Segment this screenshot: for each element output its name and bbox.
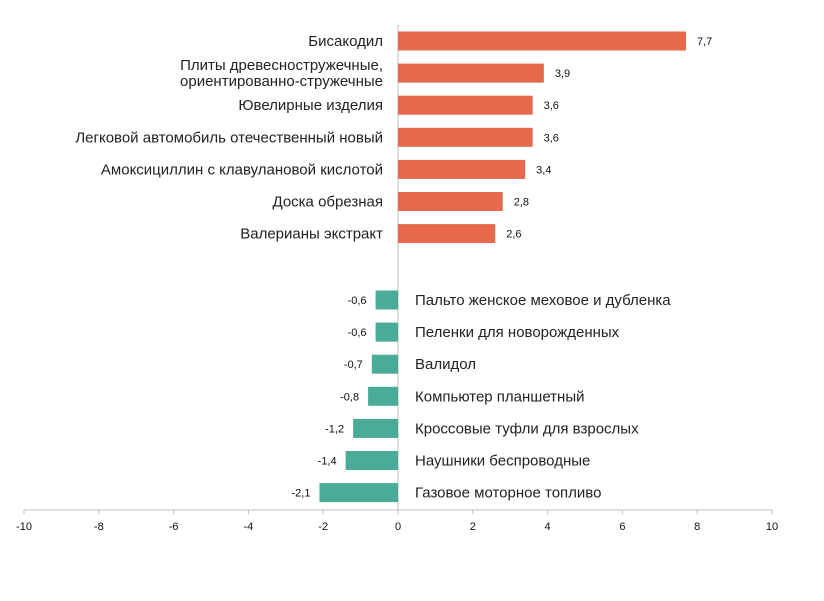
bar bbox=[398, 224, 496, 244]
bar bbox=[345, 451, 398, 470]
category-label: Валидол bbox=[415, 356, 476, 373]
category-label: Кроссовые туфли для взрослых bbox=[415, 420, 639, 437]
data-label: -0,8 bbox=[340, 391, 359, 403]
data-label: 3,6 bbox=[544, 100, 559, 112]
x-tick-label: 6 bbox=[619, 521, 625, 533]
data-label: -0,7 bbox=[344, 359, 363, 371]
x-tick-label: -6 bbox=[169, 521, 179, 533]
bar bbox=[353, 418, 398, 438]
bar bbox=[398, 63, 544, 83]
data-label: 2,6 bbox=[506, 229, 521, 241]
data-label: 3,4 bbox=[536, 164, 551, 176]
bar bbox=[375, 290, 398, 310]
bar bbox=[398, 192, 503, 211]
data-label: 7,7 bbox=[697, 36, 712, 48]
data-label: -2,1 bbox=[291, 488, 310, 500]
bar bbox=[398, 95, 533, 115]
bar bbox=[319, 483, 398, 503]
x-tick-label: 8 bbox=[694, 521, 700, 533]
x-tick-label: 0 bbox=[395, 521, 401, 533]
bar bbox=[398, 127, 533, 147]
data-label: -1,4 bbox=[318, 456, 337, 468]
data-label: 2,8 bbox=[514, 197, 529, 209]
bar bbox=[398, 31, 686, 51]
category-label: Наушники беспроводные bbox=[415, 453, 590, 470]
x-tick-label: 10 bbox=[766, 521, 778, 533]
data-label: -0,6 bbox=[348, 295, 367, 307]
bar bbox=[398, 159, 526, 179]
x-tick-label: -4 bbox=[244, 521, 254, 533]
data-label: 3,9 bbox=[555, 68, 570, 80]
category-label: Ювелирные изделия bbox=[238, 97, 383, 114]
x-tick-label: -10 bbox=[16, 521, 32, 533]
category-label: Амоксициллин с клавулановой кислотой bbox=[101, 161, 383, 178]
category-label: Бисакодил bbox=[308, 33, 383, 50]
bar bbox=[371, 354, 398, 374]
x-tick-label: -2 bbox=[318, 521, 328, 533]
category-label: Газовое моторное топливо bbox=[415, 485, 601, 502]
x-tick-label: 4 bbox=[545, 521, 551, 533]
data-label: -1,2 bbox=[325, 423, 344, 435]
category-label: Компьютер планшетный bbox=[415, 388, 585, 405]
category-label-line: Плиты древесностружечные, bbox=[180, 57, 383, 74]
category-label: Легковой автомобиль отечественный новый bbox=[75, 129, 383, 146]
data-label: -0,6 bbox=[348, 327, 367, 339]
x-tick-label: 2 bbox=[470, 521, 476, 533]
category-label: Пальто женское меховое и дубленка bbox=[415, 292, 671, 309]
category-label: Плиты древесностружечные, ориентированно-… bbox=[180, 57, 383, 90]
category-label: Доска обрезная bbox=[273, 194, 384, 211]
bar bbox=[368, 386, 398, 406]
data-label: 3,6 bbox=[544, 132, 559, 144]
category-label: Пеленки для новорожденных bbox=[415, 324, 620, 341]
category-label: Валерианы экстракт bbox=[240, 226, 383, 243]
bar bbox=[375, 322, 398, 342]
x-tick-label: -8 bbox=[94, 521, 104, 533]
category-label-line: ориентированно-стружечные bbox=[180, 73, 383, 90]
